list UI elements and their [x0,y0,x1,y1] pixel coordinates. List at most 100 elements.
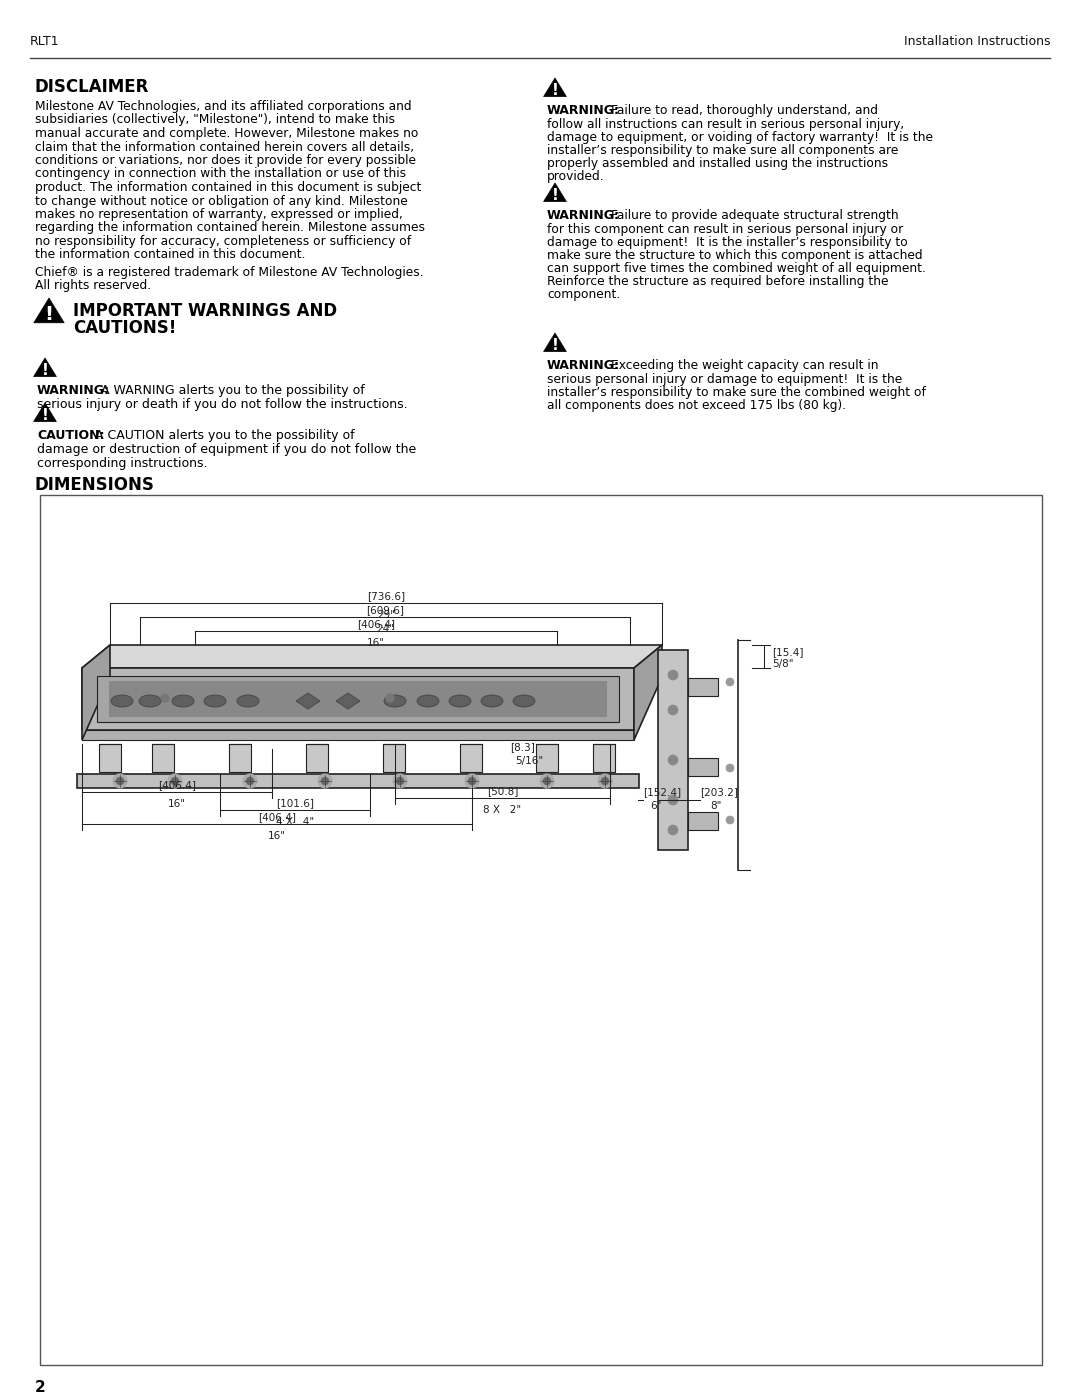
Text: !: ! [44,306,54,324]
Circle shape [602,778,608,785]
Circle shape [669,795,678,805]
Text: installer’s responsibility to make sure all components are: installer’s responsibility to make sure … [546,144,899,156]
Text: can support five times the combined weight of all equipment.: can support five times the combined weig… [546,263,926,275]
Circle shape [318,774,332,788]
Text: conditions or variations, nor does it provide for every possible: conditions or variations, nor does it pr… [35,154,416,168]
Text: DIMENSIONS: DIMENSIONS [35,476,154,495]
Text: 2: 2 [35,1380,45,1396]
Text: [15.4]: [15.4] [772,647,804,657]
Circle shape [172,778,178,785]
Text: 8": 8" [710,800,721,812]
Text: !: ! [41,363,49,379]
Text: 8 X   2": 8 X 2" [484,805,522,814]
Text: A CAUTION alerts you to the possibility of: A CAUTION alerts you to the possibility … [95,429,354,441]
Circle shape [168,774,183,788]
Text: manual accurate and complete. However, Milestone makes no: manual accurate and complete. However, M… [35,127,418,140]
Circle shape [726,764,734,773]
Text: WARNING:: WARNING: [37,384,110,397]
Circle shape [117,778,123,785]
Text: [8.3]: [8.3] [510,742,535,752]
Text: [406.4]: [406.4] [258,812,296,821]
Text: component.: component. [546,288,620,300]
Text: make sure the structure to which this component is attached: make sure the structure to which this co… [546,249,922,263]
Circle shape [543,778,551,785]
Text: WARNING:: WARNING: [546,210,620,222]
Polygon shape [543,78,566,96]
Bar [536,745,558,773]
Polygon shape [634,645,662,740]
Ellipse shape [449,694,471,707]
Circle shape [113,774,127,788]
Text: Reinforce the structure as required before installing the: Reinforce the structure as required befo… [546,275,889,288]
Text: !: ! [552,338,558,353]
Text: claim that the information contained herein covers all details,: claim that the information contained her… [35,141,414,154]
Text: [203.2]: [203.2] [700,787,738,798]
Polygon shape [543,332,566,352]
Text: [152.4]: [152.4] [643,787,681,798]
Text: subsidiaries (collectively, "Milestone"), intend to make this: subsidiaries (collectively, "Milestone")… [35,113,395,127]
Text: [101.6]: [101.6] [276,798,314,807]
Ellipse shape [481,694,503,707]
Text: DISCLAIMER: DISCLAIMER [35,78,149,96]
Circle shape [540,774,554,788]
Ellipse shape [204,694,226,707]
Circle shape [726,816,734,824]
Text: WARNING:: WARNING: [546,103,620,117]
Bar [306,745,328,773]
Ellipse shape [111,694,133,707]
Text: IMPORTANT WARNINGS AND: IMPORTANT WARNINGS AND [73,302,337,320]
Text: 5/16": 5/16" [515,756,543,766]
Ellipse shape [139,694,161,707]
Text: follow all instructions can result in serious personal injury,: follow all instructions can result in se… [546,117,904,131]
Text: 16": 16" [168,799,186,809]
Text: 24": 24" [376,624,394,634]
Text: [406.4]: [406.4] [357,619,395,629]
Text: CAUTIONS!: CAUTIONS! [73,319,176,337]
Polygon shape [82,645,110,740]
Bar [152,745,174,773]
Ellipse shape [513,694,535,707]
Bar [82,731,634,740]
Ellipse shape [237,694,259,707]
Text: 16": 16" [367,638,384,648]
Text: installer’s responsibility to make sure the combined weight of: installer’s responsibility to make sure … [546,386,926,400]
Polygon shape [82,668,634,731]
Text: damage to equipment, or voiding of factory warranty!  It is the: damage to equipment, or voiding of facto… [546,131,933,144]
Text: serious injury or death if you do not follow the instructions.: serious injury or death if you do not fo… [37,398,407,411]
Text: product. The information contained in this document is subject: product. The information contained in th… [35,182,421,194]
Text: contingency in connection with the installation or use of this: contingency in connection with the insta… [35,168,406,180]
Text: no responsibility for accuracy, completeness or sufficiency of: no responsibility for accuracy, complete… [35,235,411,249]
Bar [688,759,718,775]
Bar [40,495,1042,1365]
Text: regarding the information contained herein. Milestone assumes: regarding the information contained here… [35,222,426,235]
Text: Installation Instructions: Installation Instructions [904,35,1050,47]
Text: Failure to read, thoroughly understand, and: Failure to read, thoroughly understand, … [611,103,878,117]
Circle shape [386,694,394,703]
Bar [593,745,615,773]
Text: makes no representation of warranty, expressed or implied,: makes no representation of warranty, exp… [35,208,403,221]
Text: the information contained in this document.: the information contained in this docume… [35,249,306,261]
Text: damage or destruction of equipment if you do not follow the: damage or destruction of equipment if yo… [37,443,416,455]
Text: CAUTION:: CAUTION: [37,429,105,441]
Ellipse shape [384,694,406,707]
Text: [736.6]: [736.6] [367,591,405,601]
Bar [77,774,639,788]
Bar [109,680,607,717]
Circle shape [396,778,404,785]
Text: Milestone AV Technologies, and its affiliated corporations and: Milestone AV Technologies, and its affil… [35,101,411,113]
Text: damage to equipment!  It is the installer’s responsibility to: damage to equipment! It is the installer… [546,236,908,249]
Text: 16": 16" [268,831,286,841]
Text: serious personal injury or damage to equipment!  It is the: serious personal injury or damage to equ… [546,373,902,386]
Text: 6": 6" [650,800,661,812]
Text: !: ! [552,82,558,98]
Circle shape [598,774,612,788]
Circle shape [465,774,480,788]
Polygon shape [296,693,320,710]
Text: corresponding instructions.: corresponding instructions. [37,457,207,469]
Text: All rights reserved.: All rights reserved. [35,279,151,292]
Text: properly assembled and installed using the instructions: properly assembled and installed using t… [546,156,888,170]
Circle shape [243,774,257,788]
Polygon shape [336,693,360,710]
Bar [97,676,619,722]
Polygon shape [82,645,662,668]
